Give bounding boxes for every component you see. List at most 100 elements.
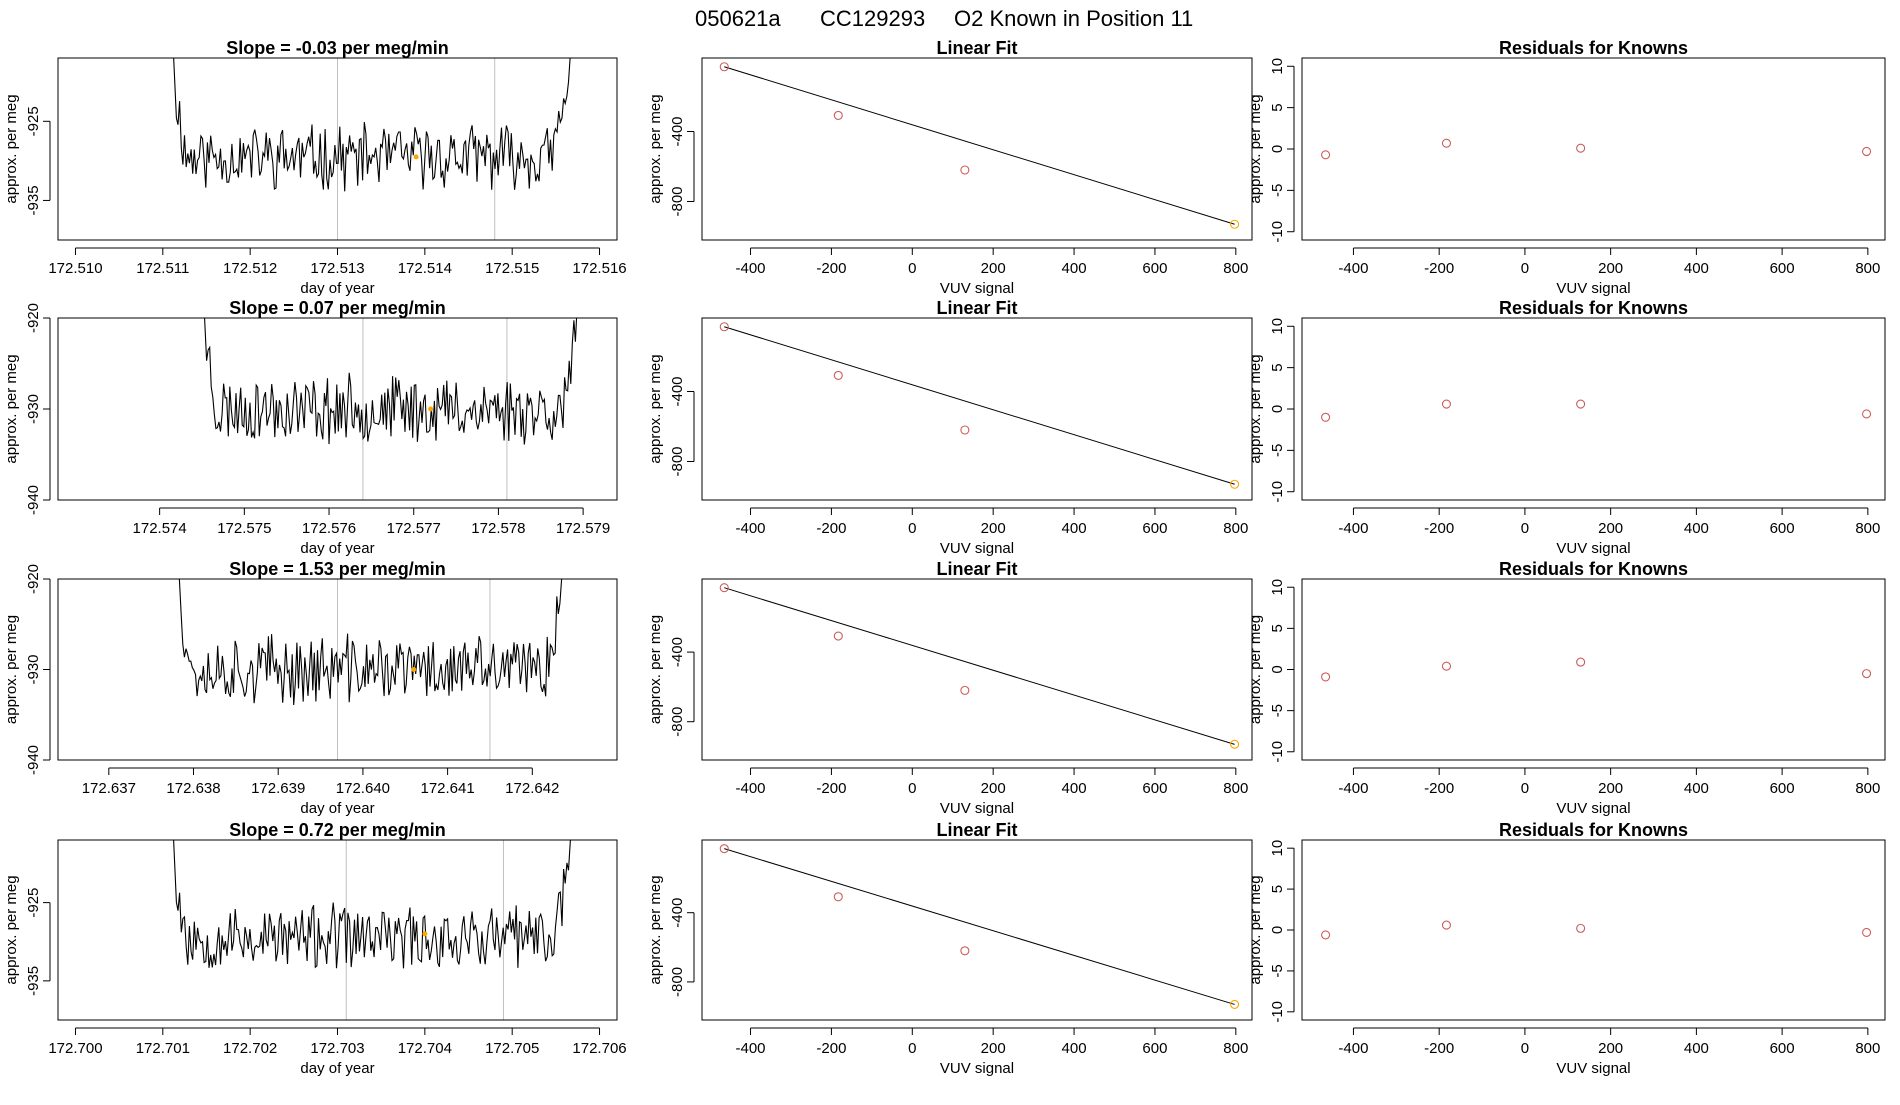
r1c0-ytick-label-2: -940	[25, 485, 42, 515]
r1c2-frame	[1301, 317, 1886, 501]
r3c1-fit-line	[724, 848, 1235, 1005]
r3c2-ytick-label-2: 0	[1269, 926, 1286, 934]
r3c2-xtick-label-4: 400	[1684, 1040, 1709, 1057]
r1c2-xtick-label-4: 400	[1684, 520, 1709, 537]
r0c1-fit-line	[724, 66, 1235, 225]
r2c0-xlabel: day of year	[300, 800, 374, 817]
r0c1-point-1	[833, 110, 843, 120]
r2c2-ytick-label-4: 10	[1269, 579, 1286, 596]
r2c1-point-3	[1230, 739, 1240, 749]
r2c2-point-0	[1321, 672, 1331, 682]
r2c0-highlight-point	[411, 667, 417, 672]
r1c2-point-1	[1441, 399, 1452, 409]
r2c0-xtick-label-4: 172.641	[420, 780, 474, 797]
r2c2-xtick-label-2: 0	[1521, 780, 1529, 797]
r3c0-xtick-label-2: 172.702	[223, 1040, 277, 1057]
r2c0-ylabel: approx. per meg	[3, 615, 20, 724]
r2c2-xtick-label-4: 400	[1684, 780, 1709, 797]
r2c2-xlabel: VUV signal	[1556, 800, 1630, 817]
r2c2-xtick-label-1: -200	[1424, 780, 1454, 797]
r2c0-trace	[178, 579, 563, 706]
r1c1-xtick-label-4: 400	[1062, 520, 1087, 537]
r2c2-xtick-label-6: 800	[1855, 780, 1880, 797]
r0c2-xtick-label-5: 600	[1770, 260, 1795, 277]
r3c2-ytick-label-3: 5	[1269, 885, 1286, 893]
r2c2-ylabel: approx. per meg	[1247, 615, 1264, 724]
r0c0-ylabel: approx. per meg	[3, 94, 20, 203]
r0c1-ytick-label-0: -400	[669, 116, 686, 146]
r1c1-xtick-label-3: 200	[981, 520, 1006, 537]
r1c0-xtick-label-2: 172.576	[302, 520, 356, 537]
r2c1-xtick-label-3: 200	[981, 780, 1006, 797]
r3c0-xlabel: day of year	[300, 1060, 374, 1077]
r0c0-xtick-label-0: 172.510	[48, 260, 102, 277]
r1c0-highlight-point	[428, 406, 434, 412]
r1c2-xtick-label-6: 800	[1855, 520, 1880, 537]
r3c1-xtick-label-5: 600	[1142, 1040, 1167, 1057]
r3c2-frame	[1301, 839, 1886, 1021]
r0c0-xtick-label-2: 172.512	[223, 260, 277, 277]
r2c1-xtick-label-4: 400	[1062, 780, 1087, 797]
r0c0-trace	[173, 58, 571, 192]
r1c2-ytick-label-2: 0	[1269, 405, 1286, 413]
r2c0-frame	[57, 578, 618, 761]
r3c1-point-1	[833, 892, 843, 902]
r0c1-frame	[701, 57, 1253, 241]
r1c1-point-0	[719, 322, 729, 332]
r1c0-ylabel: approx. per meg	[3, 354, 20, 463]
r2c2-xtick-label-3: 200	[1598, 780, 1623, 797]
r3c0-xtick-label-0: 172.700	[48, 1040, 102, 1057]
r2c0-title: Slope = 1.53 per meg/min	[229, 559, 446, 579]
r2c2-title: Residuals for Knowns	[1499, 559, 1688, 579]
r1c2-xtick-label-2: 0	[1521, 520, 1529, 537]
r1c1-ytick-label-0: -400	[669, 376, 686, 406]
r1c0-ytick-label-1: -930	[25, 394, 42, 424]
r2c1-xtick-label-2: 0	[908, 780, 916, 797]
r1c1-point-3	[1230, 479, 1240, 489]
r0c2-xtick-label-1: -200	[1424, 260, 1454, 277]
r0c1-xtick-label-0: -400	[736, 260, 766, 277]
r1c0-trace	[204, 318, 578, 445]
r3c2-ytick-label-4: 10	[1269, 840, 1286, 857]
r0c1-xtick-label-3: 200	[981, 260, 1006, 277]
r3c1-ytick-label-0: -400	[669, 898, 686, 928]
r3c2-ylabel: approx. per meg	[1247, 875, 1264, 984]
r3c0-frame	[57, 839, 618, 1021]
r2c1-point-1	[833, 631, 843, 641]
r2c2-ytick-label-3: 5	[1269, 624, 1286, 632]
r3c2-xtick-label-5: 600	[1770, 1040, 1795, 1057]
r2c1-xtick-label-6: 800	[1223, 780, 1248, 797]
r0c1-point-0	[719, 62, 729, 72]
r3c2-xtick-label-0: -400	[1338, 1040, 1368, 1057]
r3c2-ytick-label-0: -10	[1269, 1001, 1286, 1023]
r2c0-ytick-label-2: -940	[25, 745, 42, 775]
r1c1-title: Linear Fit	[936, 298, 1017, 318]
r3c2-xtick-label-1: -200	[1424, 1040, 1454, 1057]
r3c2-title: Residuals for Knowns	[1499, 820, 1688, 840]
r0c2-point-3	[1862, 146, 1872, 157]
r0c2-title: Residuals for Knowns	[1499, 38, 1688, 58]
r0c1-point-3	[1230, 219, 1240, 229]
header-run-id: 050621a	[695, 6, 781, 31]
r3c0-xtick-label-1: 172.701	[136, 1040, 190, 1057]
r1c1-xtick-label-6: 800	[1223, 520, 1248, 537]
r1c0-title: Slope = 0.07 per meg/min	[229, 298, 446, 318]
r0c1-xtick-label-2: 0	[908, 260, 916, 277]
r0c2-xtick-label-3: 200	[1598, 260, 1623, 277]
r2c2-point-3	[1862, 669, 1872, 679]
r0c2-point-2	[1576, 143, 1586, 153]
r1c2-point-0	[1321, 412, 1331, 422]
r3c0-title: Slope = 0.72 per meg/min	[229, 820, 446, 840]
r1c1-xtick-label-5: 600	[1142, 520, 1167, 537]
r1c1-frame	[701, 317, 1253, 501]
r1c1-ytick-label-1: -800	[669, 446, 686, 476]
r1c1-point-1	[833, 370, 843, 380]
r3c2-xlabel: VUV signal	[1556, 1060, 1630, 1077]
r1c0-frame	[57, 317, 618, 501]
r0c2-ylabel: approx. per meg	[1247, 94, 1264, 203]
r0c1-ylabel: approx. per meg	[647, 94, 664, 203]
r0c2-xlabel: VUV signal	[1556, 280, 1630, 297]
r1c1-xtick-label-1: -200	[816, 520, 846, 537]
r3c2-point-3	[1862, 927, 1872, 938]
